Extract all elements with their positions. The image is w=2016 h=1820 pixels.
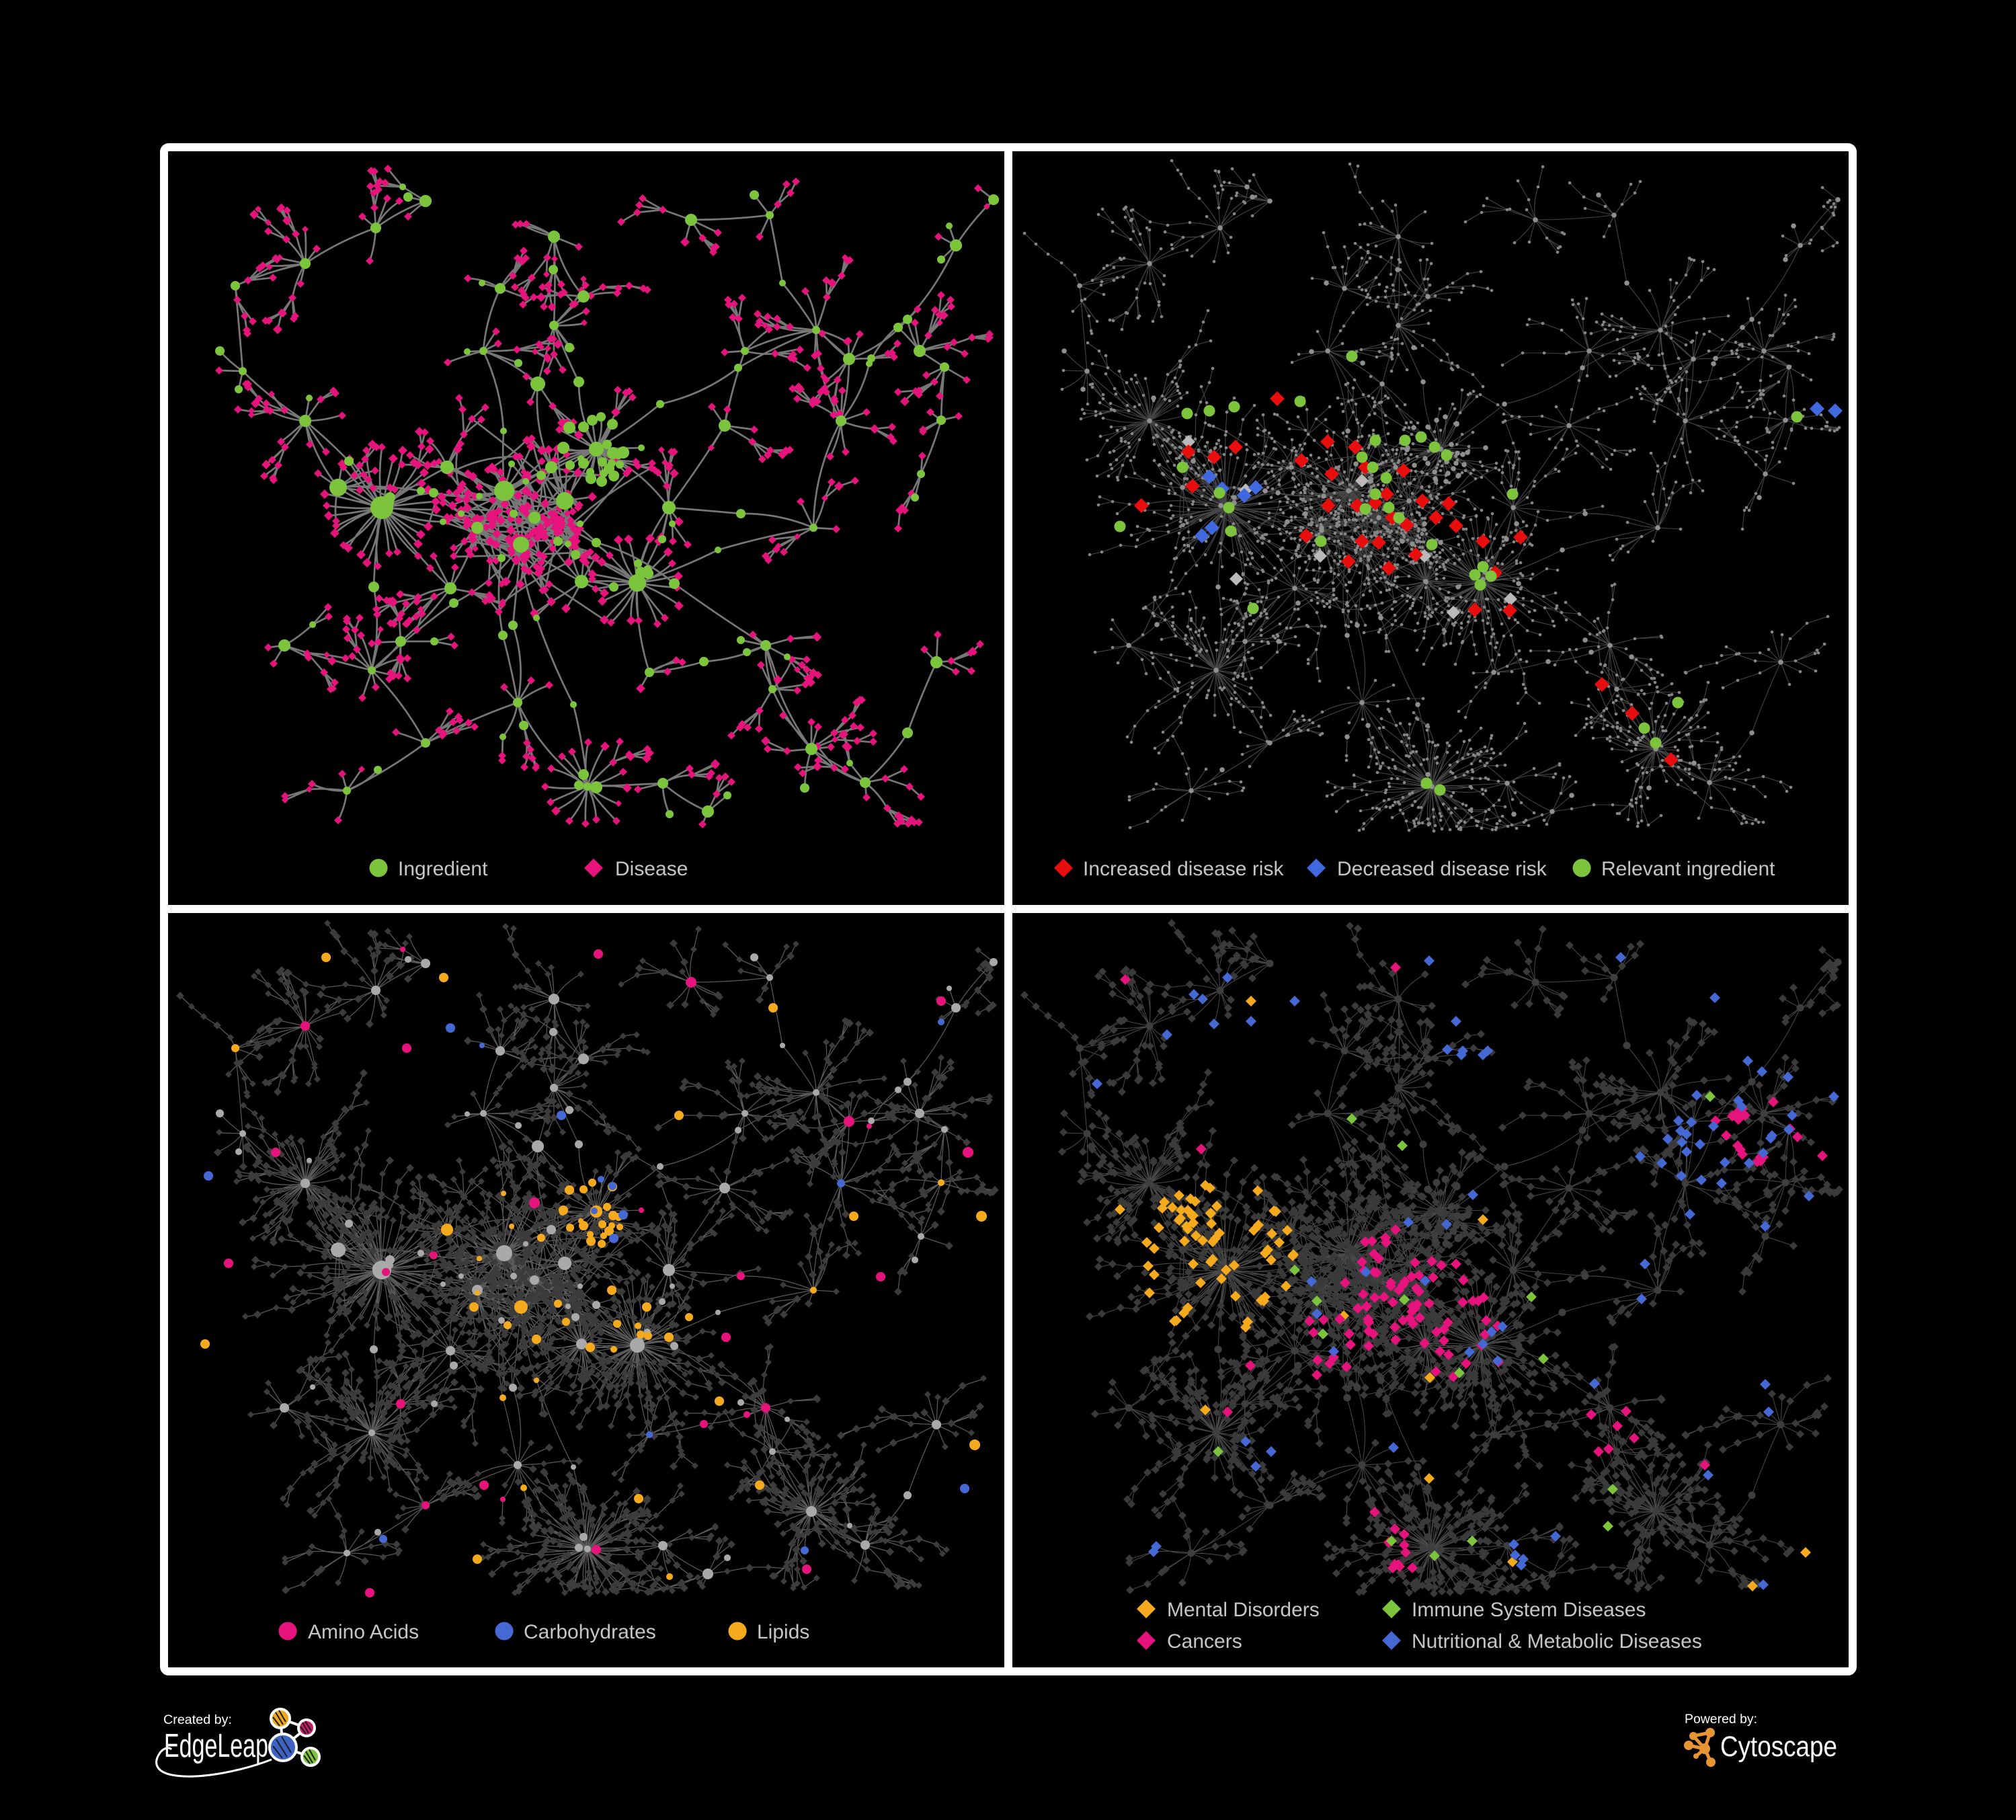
svg-text:Amino Acids: Amino Acids [308,1621,419,1643]
svg-text:Lipids: Lipids [757,1621,809,1643]
svg-text:Cytoscape: Cytoscape [1720,1731,1837,1763]
svg-text:Created by:: Created by: [163,1713,232,1727]
svg-text:Powered by:: Powered by: [1685,1712,1757,1727]
svg-text:Immune System Diseases: Immune System Diseases [1412,1599,1646,1621]
svg-text:Decreased disease risk: Decreased disease risk [1337,858,1547,880]
svg-text:Carbohydrates: Carbohydrates [524,1621,656,1643]
svg-text:Cancers: Cancers [1167,1630,1242,1653]
svg-text:EdgeLeap: EdgeLeap [164,1728,268,1764]
svg-text:Nutritional & Metabolic Diseas: Nutritional & Metabolic Diseases [1412,1630,1702,1653]
svg-text:Relevant ingredient: Relevant ingredient [1601,858,1775,880]
svg-text:Disease: Disease [615,858,688,880]
svg-text:Mental Disorders: Mental Disorders [1167,1599,1320,1621]
svg-text:Ingredient: Ingredient [398,858,488,880]
svg-text:Increased disease risk: Increased disease risk [1083,858,1284,880]
